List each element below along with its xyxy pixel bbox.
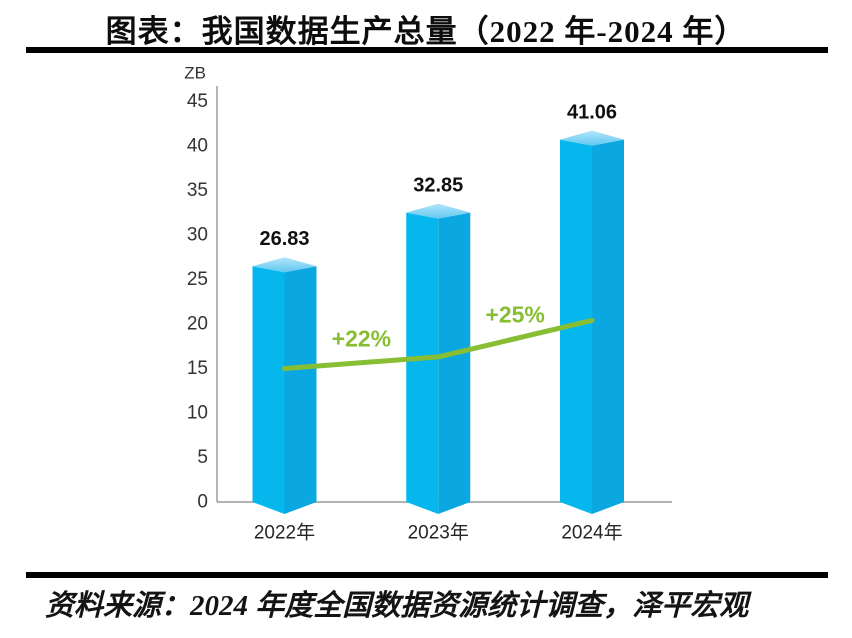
bar-value-label: 26.83 — [259, 228, 309, 250]
y-tick-label: 40 — [187, 136, 208, 157]
bar-left-face — [252, 266, 285, 514]
x-tick-label: 2024年 — [561, 522, 622, 544]
y-tick-label: 30 — [187, 225, 208, 246]
growth-percent-label: +22% — [332, 326, 391, 352]
y-tick-label: 10 — [187, 403, 208, 424]
top-divider — [26, 47, 828, 53]
bar-top-face — [406, 203, 471, 219]
y-tick-label: 45 — [187, 91, 208, 112]
source-note: 资料来源：2024 年度全国数据资源统计调查，泽平宏观 — [45, 590, 749, 622]
bar-value-label: 32.85 — [413, 175, 463, 197]
x-tick-label: 2023年 — [408, 522, 469, 544]
bar-right-face — [284, 266, 317, 514]
y-tick-label: 5 — [197, 447, 208, 468]
y-tick-label: 25 — [187, 269, 208, 290]
y-tick-label: 15 — [187, 358, 208, 379]
bar-right-face — [438, 212, 471, 514]
bar-right-face — [592, 139, 624, 515]
y-tick-label: 35 — [187, 180, 208, 201]
y-tick-label: 20 — [187, 314, 208, 335]
bar-value-label: 41.06 — [567, 102, 617, 124]
bar-left-face — [406, 212, 439, 514]
bar-top-face — [560, 130, 624, 146]
growth-line — [282, 317, 595, 371]
growth-percent-label: +25% — [485, 302, 544, 328]
chart-title: 图表：我国数据生产总量（2022 年-2024 年） — [105, 14, 747, 49]
x-tick-label: 2022年 — [254, 522, 315, 544]
y-axis-unit-label: ZB — [184, 64, 206, 83]
bar-top-face — [252, 257, 317, 273]
bottom-divider — [26, 572, 828, 578]
y-tick-label: 0 — [197, 492, 208, 513]
